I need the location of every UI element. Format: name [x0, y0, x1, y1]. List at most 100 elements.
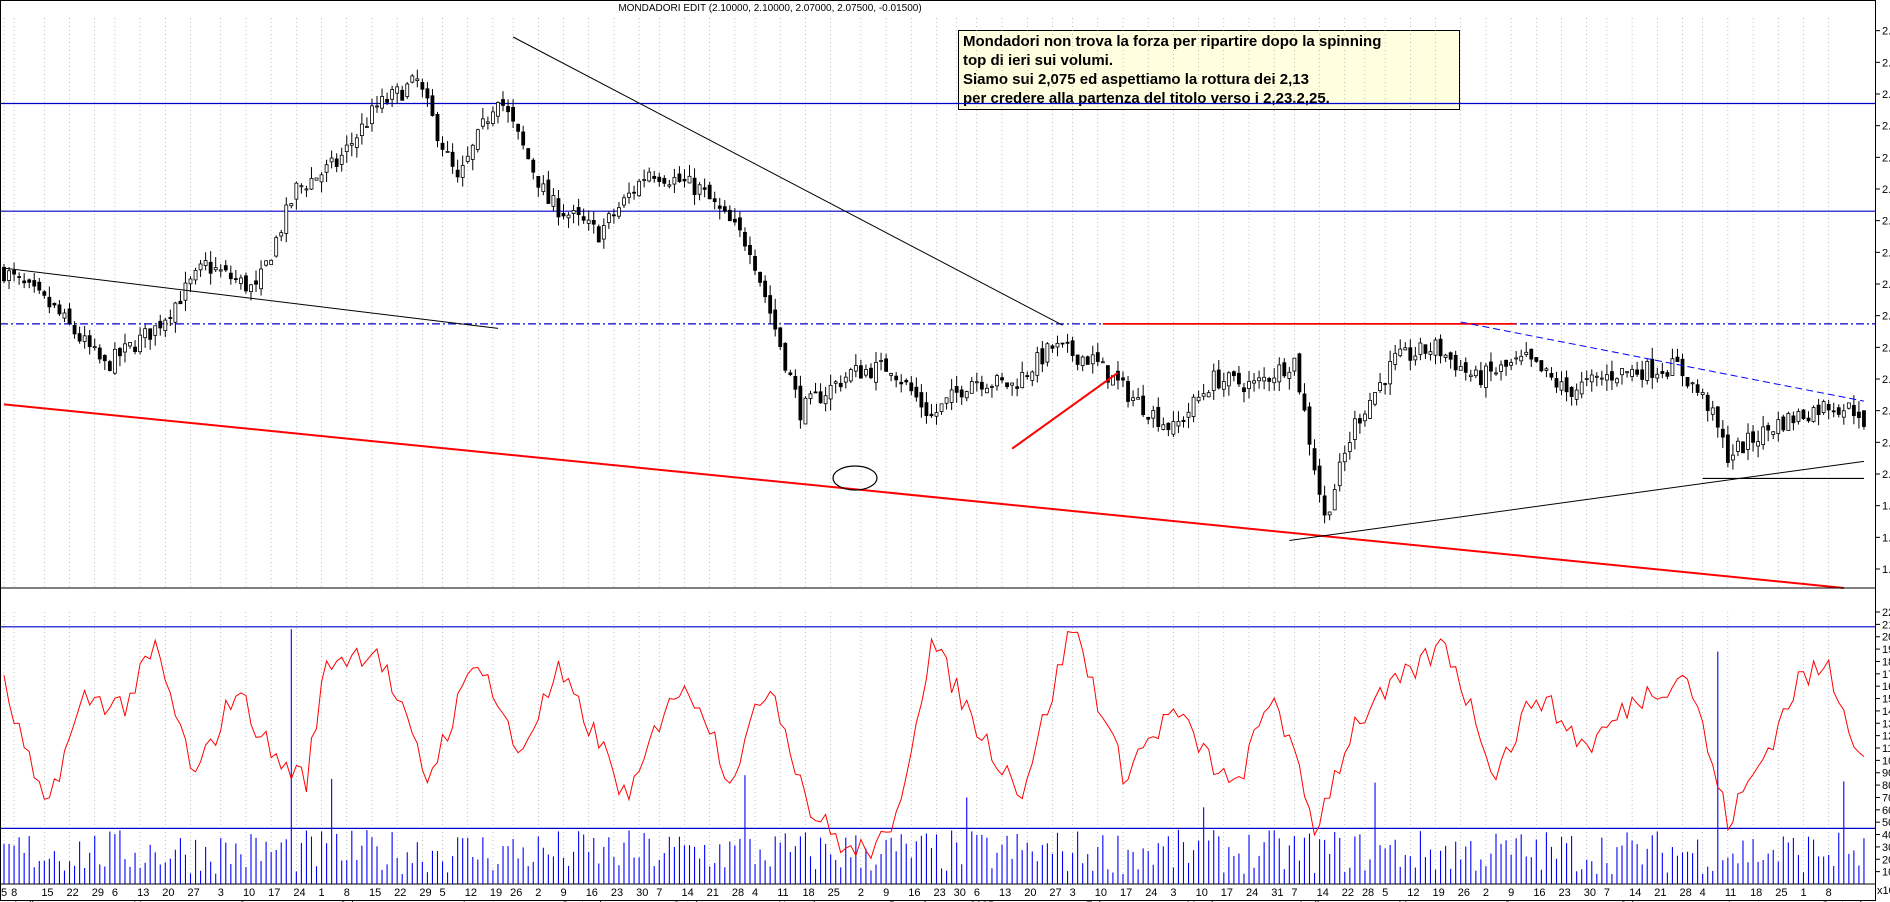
price-axis: 2.70 2.65 2.60 2.55 2.50 2.45 2.40 2.35 2.30 2.25… — [1875, 26, 1890, 576]
candle-body — [1095, 352, 1100, 362]
candle-body — [969, 381, 974, 394]
volume-tick-label: 7000 — [1882, 792, 1890, 804]
candle-body — [1831, 410, 1836, 413]
candle-body — [1690, 382, 1695, 385]
candle-body — [496, 102, 500, 117]
day-label: 4 — [1700, 887, 1706, 899]
candle-body — [133, 346, 137, 352]
candle-body — [601, 225, 606, 240]
month-label: June — [239, 900, 263, 902]
candle-body — [365, 126, 369, 128]
volume-tick-label: 19000 — [1882, 644, 1890, 656]
candle-body — [1015, 386, 1020, 389]
price-tick-label: 2.25 — [1882, 311, 1890, 323]
candle-body — [1791, 415, 1796, 424]
candle-body — [1771, 431, 1776, 436]
candle-body — [1191, 396, 1196, 417]
candle-body — [324, 164, 329, 173]
month-label: May — [1398, 900, 1419, 902]
candle-body — [1423, 344, 1428, 354]
candle-body — [919, 392, 924, 408]
price-tick-label: 2.15 — [1882, 374, 1890, 386]
candle-body — [284, 204, 289, 234]
candle-body — [1700, 392, 1705, 395]
price-tick-label: 2.20 — [1882, 342, 1890, 354]
candle-body — [359, 123, 364, 137]
candle-body — [1665, 372, 1670, 377]
candle-body — [37, 281, 42, 291]
candle-body — [1226, 372, 1231, 387]
candle-body — [838, 382, 843, 388]
candle-body — [249, 284, 253, 292]
candle-body — [853, 365, 858, 372]
candle-body — [1841, 410, 1846, 418]
candle-body — [1564, 377, 1569, 393]
candle-body — [818, 391, 823, 404]
candle-body — [1373, 392, 1377, 405]
candle-body — [1604, 374, 1609, 381]
price-tick-label: 2.00 — [1882, 469, 1890, 481]
candle-body — [420, 82, 425, 90]
candle-body — [1231, 371, 1236, 377]
candle-body — [77, 333, 82, 342]
candle-body — [27, 279, 32, 283]
day-label: 24 — [1145, 887, 1157, 899]
candle-body — [1010, 382, 1015, 386]
candle-body — [1267, 378, 1272, 382]
candle-body — [102, 354, 107, 362]
candle-body — [1554, 378, 1559, 388]
candle-body — [697, 184, 702, 195]
candle-body — [979, 381, 984, 390]
candle-body — [768, 295, 773, 314]
price-tick-label: 2.05 — [1882, 437, 1890, 449]
day-label: 12 — [465, 887, 477, 899]
candle-body — [1851, 405, 1856, 417]
candle-body — [1282, 362, 1287, 377]
candle-body — [188, 278, 193, 285]
candle-body — [1705, 394, 1710, 412]
candle-body — [1534, 357, 1539, 362]
candle-body — [1398, 348, 1403, 357]
price-tick-label: 2.30 — [1882, 279, 1890, 291]
candle-body — [208, 261, 213, 274]
month-label: July — [340, 900, 360, 902]
candle-body — [1388, 361, 1393, 385]
candle-body — [12, 269, 16, 275]
candle-body — [1494, 372, 1498, 375]
candle-body — [874, 361, 878, 383]
candle-body — [536, 175, 541, 188]
candle-body — [334, 158, 339, 167]
annotation-line: top di ieri sui volumi. — [963, 52, 1114, 69]
day-label: 11 — [777, 887, 788, 899]
candle-body — [465, 155, 470, 162]
candle-body — [1181, 419, 1186, 423]
candle-body — [1473, 369, 1478, 377]
candle-body — [1211, 370, 1216, 391]
candle-body — [1710, 407, 1715, 415]
candle-body — [1776, 419, 1781, 434]
candle-body — [591, 219, 596, 225]
candle-body — [1136, 397, 1141, 400]
candle-body — [1327, 511, 1332, 516]
candle-body — [289, 203, 294, 207]
price-tick-label: 2.55 — [1882, 121, 1890, 133]
candle-body — [480, 118, 485, 127]
day-label: 20 — [1024, 887, 1036, 899]
day-label: 2 — [858, 887, 864, 899]
price-tick-label: 2.70 — [1882, 26, 1890, 38]
candle-body — [1796, 411, 1801, 422]
candle-body — [1468, 374, 1473, 378]
day-label: 23 — [1559, 887, 1571, 899]
candle-body — [1070, 340, 1075, 356]
candle-body — [576, 207, 581, 215]
candle-body — [904, 380, 909, 383]
candle-body — [112, 348, 117, 374]
candle-body — [1408, 347, 1413, 361]
day-label: 9 — [561, 887, 567, 899]
day-label: 29 — [419, 887, 431, 899]
trend-line — [1460, 321, 1865, 402]
candle-body — [1836, 407, 1841, 415]
day-label: 19 — [490, 887, 502, 899]
candle-body — [778, 327, 783, 348]
candle-body — [1635, 369, 1640, 375]
